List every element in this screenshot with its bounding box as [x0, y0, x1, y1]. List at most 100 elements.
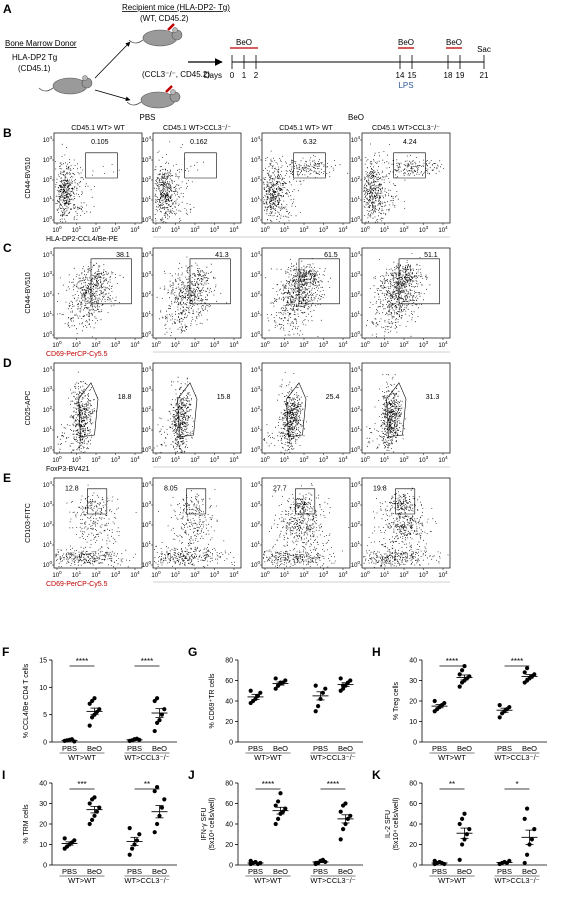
tick-label: 103: [351, 155, 361, 164]
sem-bar: [130, 836, 139, 846]
y-tick-label: 60: [225, 801, 233, 808]
y-tick-label: 0: [413, 863, 417, 870]
tick-exponent: 4: [445, 455, 448, 460]
flow-gate: [90, 258, 132, 305]
tick-label: 100: [360, 570, 370, 579]
tick-label: 104: [43, 365, 53, 374]
tick-exponent: 2: [49, 175, 52, 180]
tick-exponent: 1: [79, 225, 82, 230]
tick-label: 102: [299, 225, 309, 234]
tick-label: 101: [380, 225, 390, 234]
flow-plot-frame: [152, 362, 242, 454]
tick-base: 10: [142, 158, 149, 164]
panel-letter: K: [372, 768, 381, 782]
x-tick-label: BeO: [152, 867, 167, 876]
tick-base: 10: [260, 458, 267, 464]
y-tick-label: 20: [409, 842, 417, 849]
tick-base: 10: [319, 458, 326, 464]
sem-bar: [460, 674, 469, 681]
y-axis-label: CD103-FITC: [25, 503, 32, 543]
tick-base: 10: [130, 228, 137, 234]
tick-base: 10: [190, 228, 197, 234]
data-point: [90, 715, 95, 720]
sem-bar: [130, 739, 139, 741]
tick-base: 10: [380, 228, 387, 234]
tick-exponent: 4: [257, 365, 260, 370]
tick-exponent: 1: [148, 310, 151, 315]
data-point: [90, 817, 95, 823]
tick-label: 103: [142, 155, 152, 164]
flow-plot-frame: [53, 247, 143, 339]
group-label: WT>WT: [68, 753, 96, 762]
significance-stars: ***: [77, 780, 86, 789]
tick-exponent: 2: [197, 225, 200, 230]
tick-label: 102: [299, 340, 309, 349]
data-point: [341, 686, 346, 691]
group-header: PBS: [139, 113, 155, 122]
data-point: [258, 690, 263, 695]
tick-exponent: 3: [357, 155, 360, 160]
tick-base: 10: [351, 428, 358, 434]
tick-label: 102: [43, 290, 53, 299]
x-tick-label: BeO: [522, 867, 537, 876]
data-point: [276, 799, 281, 804]
flow-gate: [87, 488, 108, 515]
tick-base: 10: [142, 368, 149, 374]
tick-label: 103: [419, 340, 429, 349]
tick-label: 102: [91, 455, 101, 464]
y-tick-label: 30: [39, 801, 47, 808]
x-tick-label: PBS: [313, 867, 328, 876]
sem-bar: [276, 806, 285, 815]
y-tick-label: 30: [409, 678, 417, 685]
tick-base: 10: [351, 178, 358, 184]
tick-label: 103: [419, 570, 429, 579]
flow-gate: [286, 382, 307, 438]
tick-label: 102: [91, 225, 101, 234]
sem-bar: [65, 841, 74, 846]
flow-events: [154, 489, 236, 568]
tick-base: 10: [338, 228, 345, 234]
tick-base: 10: [351, 408, 358, 414]
flow-gate: [395, 488, 416, 515]
y-tick-label: 10: [409, 719, 417, 726]
group-label: WT>WT: [438, 876, 466, 885]
tick-label: 102: [399, 455, 409, 464]
tick-base: 10: [111, 343, 118, 349]
tick-base: 10: [43, 503, 50, 509]
tick-exponent: 0: [59, 225, 62, 230]
x-tick-label: BeO: [87, 744, 102, 753]
tick-base: 10: [91, 573, 98, 579]
tick-exponent: 0: [158, 225, 161, 230]
tick-exponent: 3: [357, 500, 360, 505]
y-tick-label: 80: [225, 781, 233, 788]
tick-label: 100: [142, 215, 152, 224]
tick-exponent: 1: [257, 195, 260, 200]
tick-label: 100: [251, 560, 261, 569]
tick-exponent: 2: [98, 225, 101, 230]
tick-label: 100: [351, 215, 361, 224]
tick-exponent: 2: [306, 570, 309, 575]
tick-base: 10: [399, 458, 406, 464]
tick-base: 10: [351, 138, 358, 144]
x-tick-label: BeO: [522, 744, 537, 753]
tick-exponent: 3: [49, 270, 52, 275]
tick-base: 10: [142, 273, 149, 279]
donor-line: (CD45.1): [18, 64, 51, 73]
tick-label: 104: [251, 480, 261, 489]
tick-exponent: 4: [148, 365, 151, 370]
tick-exponent: 2: [306, 225, 309, 230]
tick-base: 10: [251, 333, 258, 339]
tick-label: 101: [171, 455, 181, 464]
data-point: [460, 668, 465, 673]
tick-label: 104: [351, 480, 361, 489]
group-label: WT>CCL3⁻/⁻: [124, 876, 169, 885]
tick-exponent: 2: [257, 405, 260, 410]
panel-letter: F: [2, 645, 9, 659]
data-point: [87, 821, 92, 827]
tick-base: 10: [43, 408, 50, 414]
tick-base: 10: [142, 408, 149, 414]
significance-stars: ****: [141, 657, 153, 666]
tick-base: 10: [351, 253, 358, 259]
tick-base: 10: [399, 573, 406, 579]
tick-label: 103: [210, 340, 220, 349]
